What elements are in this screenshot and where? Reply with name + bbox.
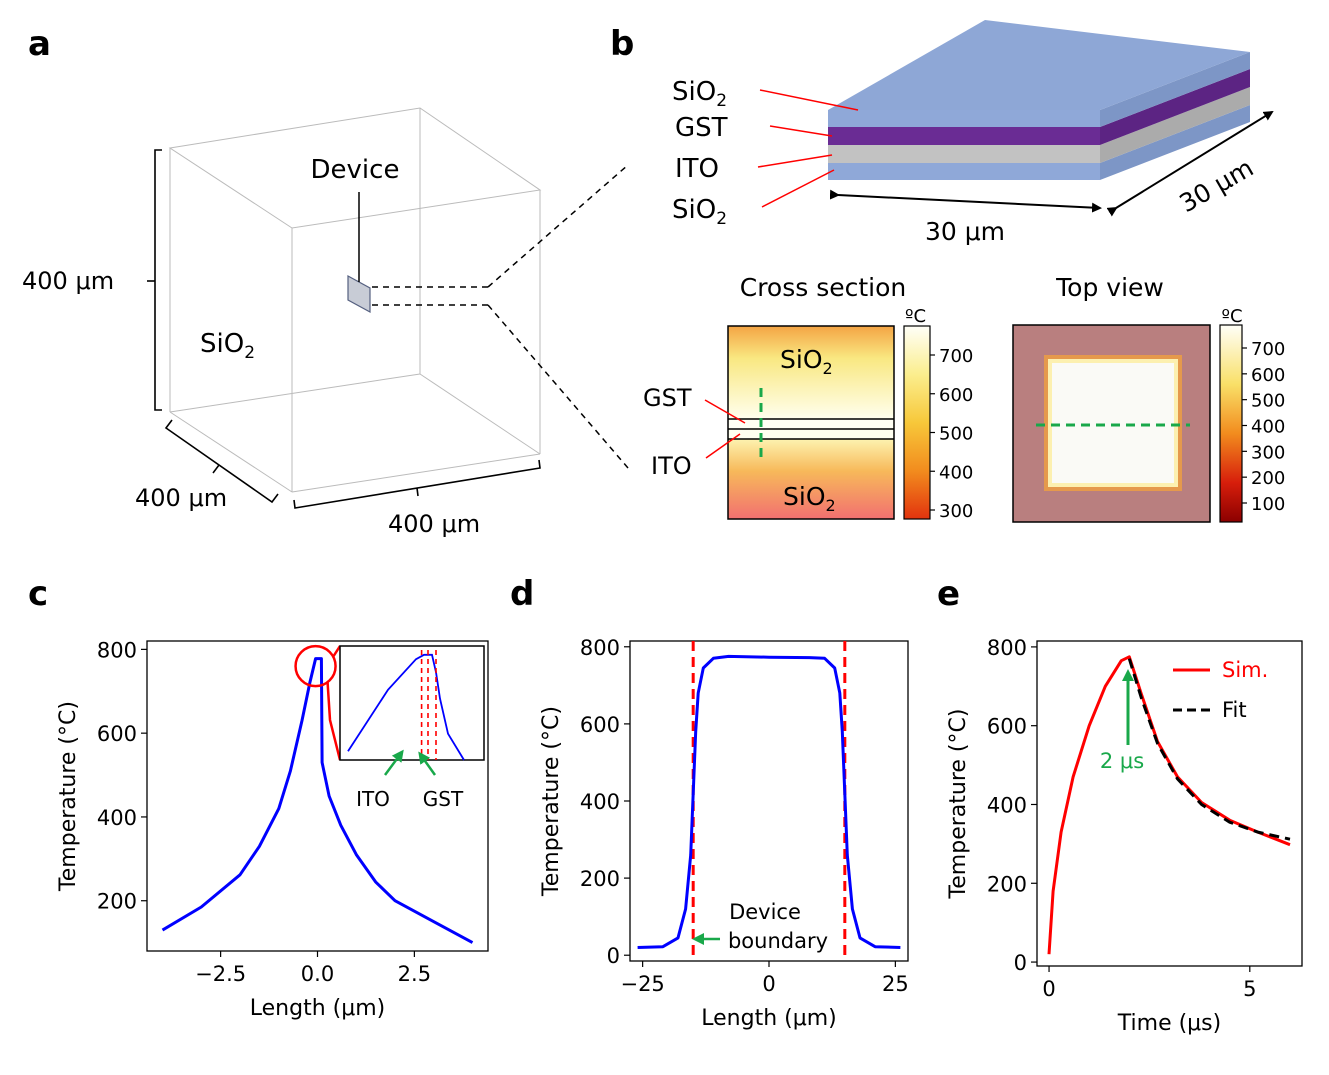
dim-width-label: 400 μm (388, 510, 480, 538)
x-axis-label: Length (μm) (250, 996, 385, 1021)
top-view: Top view ºC 700 600 500 400 300 200 100 (1012, 273, 1285, 523)
y-tick-label: 400 (97, 806, 137, 830)
colorbar-tick-label: 700 (939, 346, 973, 367)
layer-label-gst: GST (675, 113, 728, 143)
legend-fit-label: Fit (1222, 698, 1247, 722)
legend-sim-label: Sim. (1222, 658, 1268, 682)
y-tick-label: 200 (987, 872, 1027, 896)
y-tick-label: 800 (97, 638, 137, 662)
zoom-link (332, 645, 342, 657)
panel-label-a: a (28, 24, 51, 64)
panel-label-d: d (510, 574, 534, 614)
series-line-fit (1127, 658, 1291, 841)
inset-gst-label: GST (423, 787, 464, 811)
y-tick-label: 600 (987, 715, 1027, 739)
x-axis-label: Length (μm) (701, 1006, 836, 1031)
y-axis-label: Temperature (°C) (539, 706, 564, 897)
device-label: Device (311, 155, 400, 185)
top-view-title: Top view (1055, 273, 1164, 302)
layer-label-ito: ITO (675, 154, 719, 184)
y-tick-label: 600 (97, 722, 137, 746)
series-line-sim (1047, 655, 1291, 955)
inset-frame (339, 645, 485, 761)
zoom-link (326, 682, 342, 761)
cs-top-label: SiO2 (780, 345, 833, 378)
colorbar-tick-label: 600 (1251, 365, 1285, 386)
cross-section-title: Cross section (740, 273, 907, 302)
colorbar-tick-label: 500 (1251, 391, 1285, 412)
colorbar-tick-label: 300 (939, 501, 973, 522)
x-tick-label: −2.5 (195, 962, 246, 986)
annotation-boundary: boundary (728, 929, 828, 953)
colorbar-tick-label: 500 (939, 424, 973, 445)
time-annotation: 2 μs (1100, 749, 1144, 773)
series-line-temperature (161, 657, 474, 944)
chart-e: 0 5 0 200 400 600 800 Time (μs) Temperature (°C)… (946, 636, 1303, 1036)
inset-line (347, 653, 465, 761)
cs-colorbar-unit: ºC (905, 306, 926, 327)
colorbar-tick-label: 300 (1251, 442, 1285, 463)
x-tick-label: 0 (762, 972, 775, 996)
colorbar-tick-label: 100 (1251, 494, 1285, 515)
y-tick-label: 400 (580, 790, 620, 814)
panel-label-e: e (937, 574, 960, 614)
x-tick-label: 25 (882, 972, 909, 996)
x-tick-label: 0.0 (301, 962, 334, 986)
y-tick-label: 200 (97, 890, 137, 914)
chart-c: −2.5 0.0 2.5 200 400 600 800 Length (μm) Tempera… (56, 638, 489, 1021)
y-tick-label: 400 (987, 793, 1027, 817)
y-tick-label: 0 (1014, 951, 1027, 975)
layer-label-sio2-bottom: SiO2 (672, 195, 727, 229)
y-axis-label: Temperature (°C) (56, 701, 81, 892)
panel-a-material: SiO2 (200, 329, 255, 363)
slab-width-label: 30 μm (925, 217, 1005, 246)
dim-height-label: 400 μm (22, 267, 114, 295)
panel-label-c: c (28, 574, 48, 614)
y-tick-label: 0 (607, 944, 620, 968)
y-tick-label: 800 (580, 636, 620, 660)
gst-arrow (418, 751, 437, 776)
colorbar-tick-label: 400 (939, 462, 973, 483)
y-tick-label: 600 (580, 713, 620, 737)
slab-depth-label: 30 μm (1175, 153, 1259, 218)
x-tick-label: 0 (1042, 977, 1055, 1001)
cs-bottom-label: SiO2 (783, 482, 836, 515)
y-tick-label: 800 (987, 636, 1027, 660)
panel-a-cube: Device SiO2 400 μm 400 μm 400 μm (22, 107, 629, 538)
tv-colorbar-unit: ºC (1221, 306, 1242, 327)
colorbar-tick-label: 400 (1251, 417, 1285, 438)
colorbar-tick-label: 200 (1251, 468, 1285, 489)
x-tick-label: −25 (620, 972, 664, 996)
panel-label-b: b (610, 24, 634, 64)
cross-section: Cross section SiO2 SiO2 GST ITO ºC 700 60… (643, 273, 973, 522)
device-square (347, 274, 371, 314)
y-axis-label: Temperature (°C) (946, 709, 971, 900)
colorbar-tick-label: 600 (939, 385, 973, 406)
colorbar-tick-label: 700 (1251, 339, 1285, 360)
panel-b-slab: SiO2 GST ITO SiO2 30 μm 30 μm (672, 20, 1274, 246)
layer-label-sio2-top: SiO2 (672, 77, 727, 111)
x-axis-label: Time (μs) (1117, 1011, 1221, 1036)
x-tick-label: 5 (1243, 977, 1256, 1001)
annotation-device: Device (729, 900, 801, 924)
zoom-circle (294, 644, 337, 688)
x-tick-label: 2.5 (398, 962, 431, 986)
y-tick-label: 200 (580, 867, 620, 891)
inset-ito-label: ITO (356, 787, 390, 811)
dim-depth-label: 400 μm (135, 484, 227, 512)
series-line-temperature (637, 654, 901, 949)
cs-gst-label: GST (643, 384, 692, 412)
plot-frame (1036, 640, 1303, 967)
ito-arrow (383, 749, 404, 776)
cs-ito-label: ITO (651, 452, 692, 480)
